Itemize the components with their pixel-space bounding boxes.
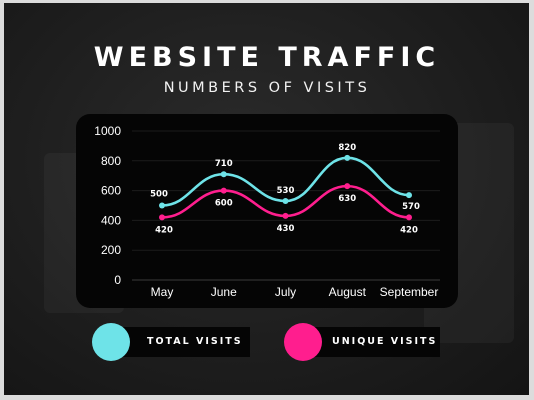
legend-total: TOTAL VISITS <box>92 323 250 361</box>
data-label-unique: 600 <box>215 199 233 209</box>
data-point-total <box>406 192 412 199</box>
legend-unique-label: UNIQUE VISITS <box>332 336 438 347</box>
y-tick-label: 800 <box>101 154 121 168</box>
data-point-total <box>159 202 165 209</box>
legend-unique-swatch <box>284 323 322 361</box>
data-point-unique <box>159 214 165 221</box>
data-label-total: 530 <box>277 186 295 196</box>
data-point-unique <box>406 214 412 221</box>
y-tick-label: 200 <box>101 243 121 257</box>
data-label-unique: 420 <box>400 225 418 235</box>
data-point-unique <box>220 187 227 194</box>
data-label-unique: 630 <box>338 194 356 204</box>
data-label-total: 820 <box>338 143 356 153</box>
data-point-total <box>344 154 351 161</box>
data-point-unique <box>344 183 351 190</box>
y-tick-label: 0 <box>114 273 121 287</box>
chart-subtitle: NUMBERS OF VISITS <box>163 80 371 96</box>
legend-total-swatch <box>92 323 130 361</box>
y-tick-label: 600 <box>101 184 121 198</box>
data-point-total <box>220 171 227 178</box>
y-tick-label: 400 <box>101 213 121 227</box>
data-label-unique: 420 <box>155 225 173 235</box>
legend-unique: UNIQUE VISITS <box>284 323 440 361</box>
data-label-unique: 430 <box>277 224 295 234</box>
data-point-total <box>282 198 289 205</box>
x-tick-label: September <box>380 285 439 299</box>
chart-title: WEBSITE TRAFFIC <box>93 42 441 73</box>
x-tick-label: July <box>275 285 296 299</box>
data-point-unique <box>282 212 289 219</box>
legend-total-label: TOTAL VISITS <box>147 336 243 347</box>
x-tick-label: June <box>211 285 237 299</box>
data-label-total: 570 <box>402 202 420 212</box>
data-label-total: 500 <box>150 190 168 200</box>
y-tick-label: 1000 <box>94 124 121 138</box>
x-tick-label: May <box>151 285 174 299</box>
data-label-total: 710 <box>215 159 233 169</box>
x-tick-label: August <box>329 285 367 299</box>
